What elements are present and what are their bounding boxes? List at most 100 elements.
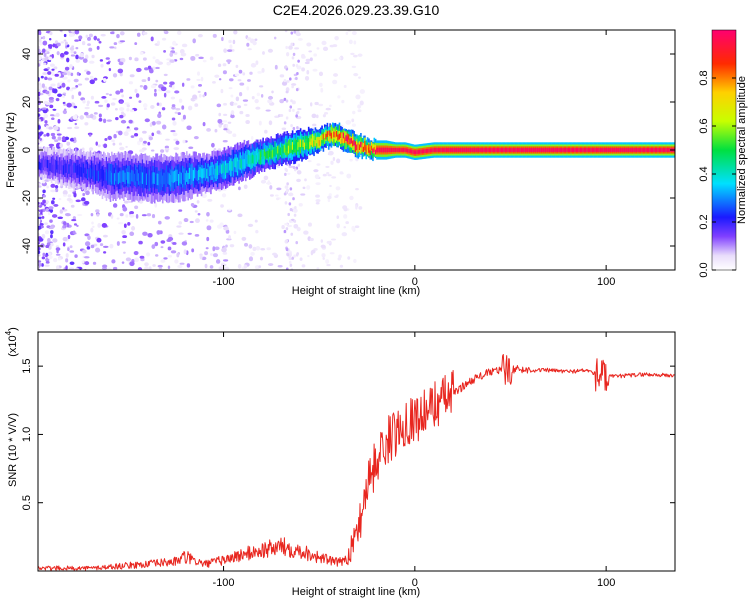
spectrogram-noise-cell <box>81 147 85 151</box>
spectrogram-ridge-cell <box>393 148 396 152</box>
spectrogram-noise-cell <box>173 147 180 151</box>
spectrogram-ridge-cell <box>232 159 235 170</box>
spectrogram-ridge-cell <box>238 159 240 170</box>
spectrogram-ridge-cell <box>467 148 469 152</box>
spectrogram-ridge-cell <box>163 172 165 185</box>
spectrogram-noise-cell <box>148 136 153 141</box>
spectrogram-ridge-cell <box>168 173 171 185</box>
spectrogram-noise-cell <box>355 204 358 210</box>
spectrogram-noise-cell <box>57 216 64 220</box>
spectrogram-noise-cell <box>89 113 94 119</box>
spectrogram-noise-cell <box>292 126 296 131</box>
spectrogram-noise-cell <box>104 138 108 141</box>
spectrogram-noise-cell <box>234 73 240 77</box>
spectrogram-noise-cell <box>102 264 108 268</box>
spectrogram-ridge-cell <box>603 148 606 152</box>
spectrogram-ridge-cell <box>358 144 361 151</box>
spectrogram-ridge-cell <box>397 148 400 152</box>
spectrogram-noise-cell <box>206 225 212 231</box>
spectrogram-ridge-cell <box>615 148 618 152</box>
spectrogram-noise-cell <box>67 79 71 83</box>
spectrogram-noise-cell <box>160 240 166 244</box>
spectrogram-noise-cell <box>57 119 61 124</box>
spectrogram-noise-cell <box>286 53 289 57</box>
spectrogram-noise-cell <box>44 222 48 225</box>
spectrogram-noise-cell <box>62 190 68 196</box>
spectrogram-ridge-cell <box>664 148 666 152</box>
spectrogram-noise-cell <box>73 78 79 83</box>
spectrogram-ridge-cell <box>279 147 282 156</box>
spectrogram-ridge-cell <box>390 147 393 153</box>
spectrogram-ridge-cell <box>90 169 93 179</box>
spectrogram-noise-cell <box>45 125 49 130</box>
spectrogram-noise-cell <box>135 93 140 98</box>
spectrogram-noise-cell <box>212 81 216 84</box>
spectrogram-noise-cell <box>136 67 142 73</box>
spectrogram-ridge-cell <box>74 163 77 173</box>
spectrogram-noise-cell <box>84 106 90 110</box>
spectrogram-noise-cell <box>51 73 55 76</box>
spectrogram-ridge-cell <box>275 146 278 155</box>
spectrogram-noise-cell <box>227 121 232 124</box>
spectrogram-noise-cell <box>292 63 296 67</box>
spectrogram-noise-cell <box>143 103 148 108</box>
spectrogram-noise-cell <box>116 241 120 246</box>
spectrogram-ridge-cell <box>303 135 306 150</box>
spectrogram-noise-cell <box>209 219 214 223</box>
spectrogram-ridge-cell <box>626 148 629 152</box>
spectrogram-ridge-cell <box>199 166 202 177</box>
spectrogram-noise-cell <box>211 142 215 148</box>
spectrogram-noise-cell <box>113 134 117 139</box>
spectrogram-noise-cell <box>227 49 233 52</box>
spectrogram-y-tick-label: -20 <box>21 190 33 206</box>
spectrogram-noise-cell <box>228 208 232 211</box>
spectrogram-noise-cell <box>50 189 56 193</box>
spectrogram-noise-cell <box>67 234 71 240</box>
spectrogram-ridge-cell <box>602 148 605 152</box>
spectrogram-noise-cell <box>76 224 79 227</box>
spectrogram-ridge-cell <box>281 146 283 155</box>
spectrogram-noise-cell <box>192 94 198 100</box>
spectrogram-noise-cell <box>134 133 139 137</box>
spectrogram-noise-cell <box>171 84 175 90</box>
spectrogram-ridge-cell <box>641 148 643 152</box>
spectrogram-noise-cell <box>251 135 254 140</box>
spectrogram-noise-cell <box>75 59 80 63</box>
spectrogram-ridge-cell <box>277 145 279 154</box>
spectrogram-ridge-cell <box>601 148 603 152</box>
spectrogram-ridge-cell <box>326 131 329 137</box>
spectrogram-noise-cell <box>228 87 233 90</box>
spectrogram-noise-cell <box>76 71 80 76</box>
spectrogram-noise-cell <box>100 63 104 68</box>
spectrogram-noise-cell <box>79 53 84 58</box>
spectrogram-noise-cell <box>172 132 178 137</box>
spectrogram-noise-cell <box>297 107 302 111</box>
spectrogram-noise-cell <box>42 72 48 75</box>
spectrogram-noise-cell <box>243 264 248 269</box>
spectrogram-ridge-cell <box>97 170 100 182</box>
spectrogram-ridge-cell <box>175 169 177 182</box>
spectrogram-ridge-cell <box>295 139 298 148</box>
spectrogram-ridge-cell <box>544 148 547 152</box>
spectrogram-ridge-cell <box>56 160 58 170</box>
spectrogram-ridge-cell <box>369 146 372 156</box>
spectrogram-noise-cell <box>66 141 71 146</box>
spectrogram-noise-cell <box>195 53 200 57</box>
spectrogram-ridge-cell <box>415 150 417 155</box>
spectrogram-ridge-cell <box>295 140 298 156</box>
spectrogram-ridge-cell <box>666 148 669 152</box>
spectrogram-noise-cell <box>53 258 58 263</box>
spectrogram-noise-cell <box>103 251 107 254</box>
spectrogram-ridge-cell <box>613 148 615 152</box>
spectrogram-noise-cell <box>112 97 117 101</box>
spectrogram-noise-cell <box>92 261 97 265</box>
spectrogram-noise-cell <box>336 215 340 219</box>
spectrogram-noise-cell <box>39 92 44 96</box>
spectrogram-ridge-cell <box>443 148 445 152</box>
spectrogram-ridge-cell <box>155 175 157 187</box>
snr-x-tick-label: 0 <box>412 577 418 589</box>
spectrogram-noise-cell <box>222 120 228 123</box>
spectrogram-noise-cell <box>160 259 166 263</box>
spectrogram-noise-cell <box>119 31 125 36</box>
spectrogram-ridge-cell <box>128 172 131 184</box>
